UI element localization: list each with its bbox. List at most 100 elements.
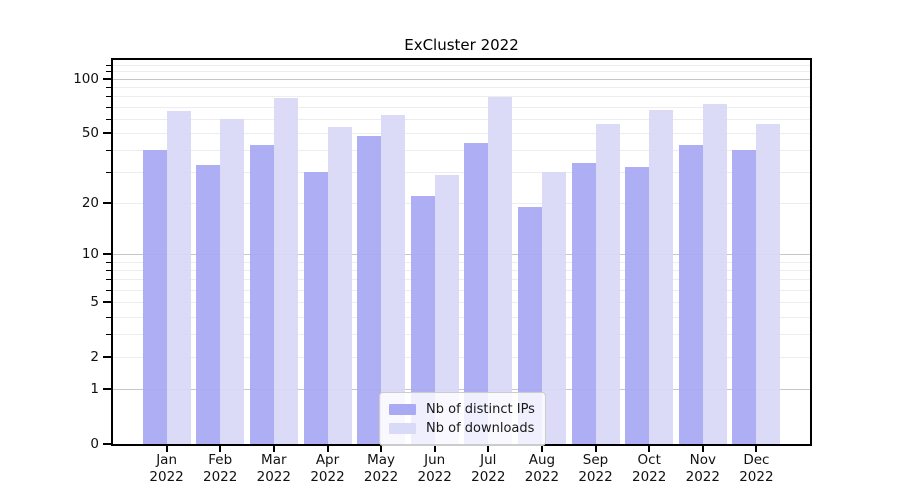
bar-mar-downloads bbox=[273, 98, 298, 444]
x-axis-tick bbox=[326, 444, 329, 452]
bar-dec-distinct-ips bbox=[732, 150, 757, 444]
y-axis-label: 2 bbox=[90, 349, 99, 366]
y-axis-tick bbox=[103, 253, 111, 256]
legend-swatch-distinct-ips bbox=[389, 404, 416, 415]
x-axis-tick bbox=[272, 444, 275, 452]
y-axis-label: 5 bbox=[90, 294, 99, 311]
bar-jul-downloads bbox=[488, 97, 513, 444]
legend-label: Nb of downloads bbox=[426, 421, 535, 436]
y-axis-label: 100 bbox=[73, 70, 99, 87]
y-axis-minor-tick bbox=[106, 96, 111, 98]
grid-line-minor bbox=[113, 172, 810, 174]
bar-sep-distinct-ips bbox=[571, 162, 596, 444]
y-axis-minor-tick bbox=[106, 270, 111, 272]
x-axis-tick bbox=[219, 444, 222, 452]
grid-line-minor bbox=[113, 302, 810, 304]
x-axis-label-sep: Sep 2022 bbox=[578, 452, 613, 485]
legend: Nb of distinct IPs Nb of downloads bbox=[379, 392, 546, 446]
bar-oct-distinct-ips bbox=[625, 167, 650, 444]
y-axis-tick bbox=[103, 356, 111, 359]
grid-line-minor bbox=[113, 261, 810, 263]
grid-line-minor bbox=[113, 87, 810, 88]
x-axis-label-jun: Jun 2022 bbox=[417, 452, 452, 485]
bar-nov-downloads bbox=[702, 104, 727, 444]
bar-apr-downloads bbox=[327, 126, 352, 444]
y-axis-minor-tick bbox=[106, 106, 111, 108]
x-axis-label-may: May 2022 bbox=[363, 452, 399, 485]
legend-swatch-downloads bbox=[389, 423, 416, 434]
x-axis-label-dec: Dec 2022 bbox=[739, 452, 774, 485]
x-axis-tick bbox=[380, 444, 383, 452]
x-axis-tick bbox=[701, 444, 704, 452]
legend-item-distinct-ips: Nb of distinct IPs bbox=[389, 401, 535, 418]
grid-line-minor bbox=[113, 150, 810, 152]
grid-line-minor bbox=[113, 118, 810, 120]
y-axis-tick bbox=[103, 443, 111, 445]
bar-may-downloads bbox=[381, 114, 406, 444]
x-axis-label-feb: Feb 2022 bbox=[203, 452, 238, 485]
y-axis-tick bbox=[103, 131, 111, 134]
grid-line-minor bbox=[113, 334, 810, 336]
y-axis-minor-tick bbox=[106, 334, 111, 336]
y-axis-label: 1 bbox=[90, 381, 99, 398]
y-axis-label: 50 bbox=[81, 124, 99, 141]
y-axis-label: 20 bbox=[81, 195, 99, 212]
y-axis-minor-tick bbox=[106, 290, 111, 291]
y-axis-minor-tick bbox=[106, 87, 111, 88]
bar-sep-downloads bbox=[595, 124, 620, 444]
x-axis-tick bbox=[487, 444, 490, 452]
grid-line-major bbox=[113, 78, 810, 80]
grid-line-minor bbox=[113, 279, 810, 281]
grid-line-minor bbox=[113, 132, 810, 134]
chart-title: ExCluster 2022 bbox=[404, 36, 519, 54]
bar-jan-distinct-ips bbox=[142, 150, 167, 444]
grid-line-major bbox=[113, 254, 810, 256]
grid-line-minor bbox=[113, 290, 810, 291]
x-axis-tick bbox=[433, 444, 436, 452]
y-axis-tick bbox=[103, 301, 111, 304]
grid-line-minor bbox=[113, 71, 810, 73]
y-axis-minor-tick bbox=[106, 118, 111, 120]
x-axis-tick bbox=[648, 444, 651, 452]
y-axis-label: 10 bbox=[81, 246, 99, 263]
bar-jan-downloads bbox=[166, 111, 191, 444]
grid-line-major bbox=[113, 389, 810, 391]
x-axis-tick bbox=[165, 444, 168, 452]
grid-line-minor bbox=[113, 270, 810, 272]
bar-nov-distinct-ips bbox=[678, 144, 703, 444]
bar-oct-downloads bbox=[649, 110, 674, 444]
x-axis-label-apr: Apr 2022 bbox=[310, 452, 345, 485]
x-axis-tick bbox=[755, 444, 758, 452]
y-axis-minor-tick bbox=[106, 150, 111, 152]
x-axis-label-nov: Nov 2022 bbox=[685, 452, 720, 485]
bar-feb-distinct-ips bbox=[196, 164, 221, 444]
x-axis-label-aug: Aug 2022 bbox=[524, 452, 560, 485]
y-axis-minor-tick bbox=[106, 71, 111, 73]
grid-line-minor bbox=[113, 96, 810, 98]
y-axis-tick bbox=[103, 388, 111, 391]
y-axis-tick bbox=[103, 202, 111, 205]
bar-may-distinct-ips bbox=[357, 136, 382, 444]
plot-area bbox=[113, 60, 810, 444]
x-axis-label-jul: Jul 2022 bbox=[471, 452, 506, 485]
legend-item-downloads: Nb of downloads bbox=[389, 420, 535, 437]
x-axis-tick bbox=[540, 444, 543, 452]
grid-line-minor bbox=[113, 357, 810, 359]
x-axis-label-mar: Mar 2022 bbox=[256, 452, 291, 485]
y-axis-label: 0 bbox=[90, 436, 99, 452]
x-axis-tick bbox=[594, 444, 597, 452]
x-axis-label-oct: Oct 2022 bbox=[632, 452, 667, 485]
bar-feb-downloads bbox=[220, 118, 245, 444]
grid-line-minor bbox=[113, 203, 810, 205]
grid-line-minor bbox=[113, 64, 810, 66]
y-axis-minor-tick bbox=[106, 316, 111, 318]
bar-dec-downloads bbox=[756, 124, 781, 444]
grid-line-minor bbox=[113, 316, 810, 318]
legend-label: Nb of distinct IPs bbox=[426, 402, 535, 417]
y-axis-minor-tick bbox=[106, 172, 111, 174]
y-axis-tick bbox=[103, 77, 111, 80]
y-axis-minor-tick bbox=[106, 279, 111, 281]
y-axis-minor-tick bbox=[106, 261, 111, 263]
grid-line-minor bbox=[113, 106, 810, 108]
